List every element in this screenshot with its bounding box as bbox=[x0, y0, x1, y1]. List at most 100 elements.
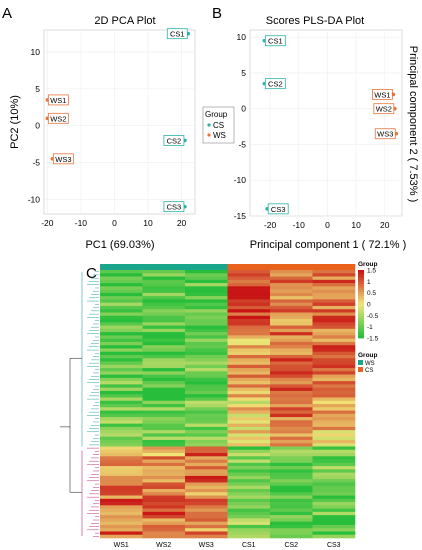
heatmap-cell bbox=[227, 475, 271, 480]
heatmap-cell bbox=[185, 410, 228, 415]
heatmap-cell bbox=[312, 420, 356, 424]
heatmap-cell bbox=[270, 531, 313, 536]
heatmap-cell bbox=[312, 515, 356, 519]
heatmap-cell bbox=[227, 289, 271, 294]
heatmap-cell bbox=[270, 358, 313, 362]
heatmap-cell bbox=[100, 469, 143, 473]
y-tick-label: 10 bbox=[237, 32, 247, 42]
heatmap-cell bbox=[142, 305, 186, 310]
heatmap-cell bbox=[312, 443, 356, 447]
heatmap-cell bbox=[227, 407, 271, 411]
heatmap-cell bbox=[142, 270, 186, 274]
heatmap-cell bbox=[142, 397, 186, 402]
heatmap-cell bbox=[100, 495, 143, 500]
y-tick-label: 0 bbox=[241, 104, 246, 114]
heatmap-cell bbox=[100, 453, 143, 457]
heatmap-cell bbox=[142, 319, 186, 323]
heatmap-cell bbox=[142, 475, 186, 480]
heatmap-cell bbox=[227, 413, 271, 418]
colorbar-tick: 1 bbox=[367, 279, 371, 286]
plsda-legend-cs: CS bbox=[213, 121, 224, 130]
colorbar-step bbox=[358, 320, 364, 323]
heatmap-cell bbox=[270, 488, 313, 493]
heatmap-cell bbox=[312, 482, 356, 487]
heatmap-cell bbox=[312, 394, 356, 398]
heatmap-cell bbox=[100, 404, 143, 408]
heatmap-cell bbox=[185, 475, 228, 480]
heatmap-cell bbox=[100, 338, 143, 343]
heatmap-cell bbox=[270, 312, 313, 317]
panel-label-c: C bbox=[86, 265, 97, 282]
column-label: WS2 bbox=[156, 542, 171, 549]
heatmap-cell bbox=[312, 505, 356, 509]
heatmap-cell bbox=[270, 449, 313, 454]
heatmap-cell bbox=[100, 354, 143, 359]
heatmap-cell bbox=[270, 413, 313, 418]
colorbar-step bbox=[358, 324, 364, 327]
heatmap-cell bbox=[227, 433, 271, 437]
heatmap-cell bbox=[270, 407, 313, 411]
heatmap-cell bbox=[227, 374, 271, 379]
heatmap-cell bbox=[312, 338, 356, 343]
heatmap-cell bbox=[185, 508, 228, 513]
heatmap-cell bbox=[312, 319, 356, 323]
heatmap-cell bbox=[227, 351, 271, 356]
heatmap-cell bbox=[227, 371, 271, 375]
heatmap-cell bbox=[142, 364, 186, 369]
plsda-title: Scores PLS-DA Plot bbox=[266, 15, 364, 27]
heatmap-cell bbox=[227, 322, 271, 326]
heatmap-cell bbox=[312, 381, 356, 385]
heatmap-cell bbox=[100, 492, 143, 496]
heatmap-cell bbox=[312, 423, 356, 428]
heatmap-cell bbox=[185, 426, 228, 431]
heatmap-cell bbox=[100, 299, 143, 303]
heatmap-cell bbox=[142, 498, 186, 503]
heatmap-cell bbox=[100, 466, 143, 470]
heatmap-cell bbox=[227, 524, 271, 529]
heatmap-cell bbox=[312, 492, 356, 496]
heatmap-cell bbox=[270, 374, 313, 379]
group-bar-cell bbox=[142, 264, 186, 270]
heatmap-cell bbox=[185, 296, 228, 300]
heatmap-cell bbox=[185, 498, 228, 503]
heatmap-cell bbox=[270, 466, 313, 470]
heatmap-cell bbox=[185, 292, 228, 297]
heatmap-cell bbox=[100, 390, 143, 395]
heatmap-cell bbox=[270, 397, 313, 402]
heatmap-cell bbox=[142, 328, 186, 333]
heatmap-cell bbox=[100, 531, 143, 536]
heatmap-cell bbox=[270, 305, 313, 310]
heatmap-cell bbox=[100, 443, 143, 447]
heatmap-cell bbox=[227, 381, 271, 385]
heatmap-cell bbox=[312, 390, 356, 395]
heatmap-cell bbox=[270, 390, 313, 395]
heatmap-cell bbox=[270, 524, 313, 529]
point-label: WS2 bbox=[376, 105, 392, 114]
heatmap-cell bbox=[100, 505, 143, 509]
heatmap-cell bbox=[100, 485, 143, 490]
heatmap-cell bbox=[100, 368, 143, 372]
heatmap-cell bbox=[312, 358, 356, 362]
colorbar-step bbox=[358, 272, 364, 275]
heatmap-cell bbox=[312, 410, 356, 415]
colorbar-step bbox=[358, 332, 364, 335]
heatmap-cell bbox=[185, 400, 228, 405]
heatmap-cell bbox=[100, 400, 143, 405]
heatmap-cell bbox=[100, 423, 143, 428]
heatmap-cell bbox=[270, 492, 313, 496]
group-legend-swatch bbox=[358, 360, 363, 365]
heatmap-cell bbox=[185, 381, 228, 385]
heatmap-cell bbox=[227, 292, 271, 297]
column-label: CS3 bbox=[327, 542, 341, 549]
heatmap-cell bbox=[185, 322, 228, 326]
colorbar-step bbox=[358, 296, 364, 299]
heatmap-cell bbox=[312, 322, 356, 326]
heatmap-cell bbox=[227, 488, 271, 493]
heatmap-cell bbox=[227, 332, 271, 336]
heatmap-cell bbox=[227, 348, 271, 353]
heatmap-cell bbox=[312, 475, 356, 480]
heatmap-cell bbox=[227, 394, 271, 398]
heatmap-cell bbox=[227, 338, 271, 343]
group-legend-label: CS bbox=[365, 368, 373, 374]
heatmap-cell bbox=[312, 417, 356, 421]
